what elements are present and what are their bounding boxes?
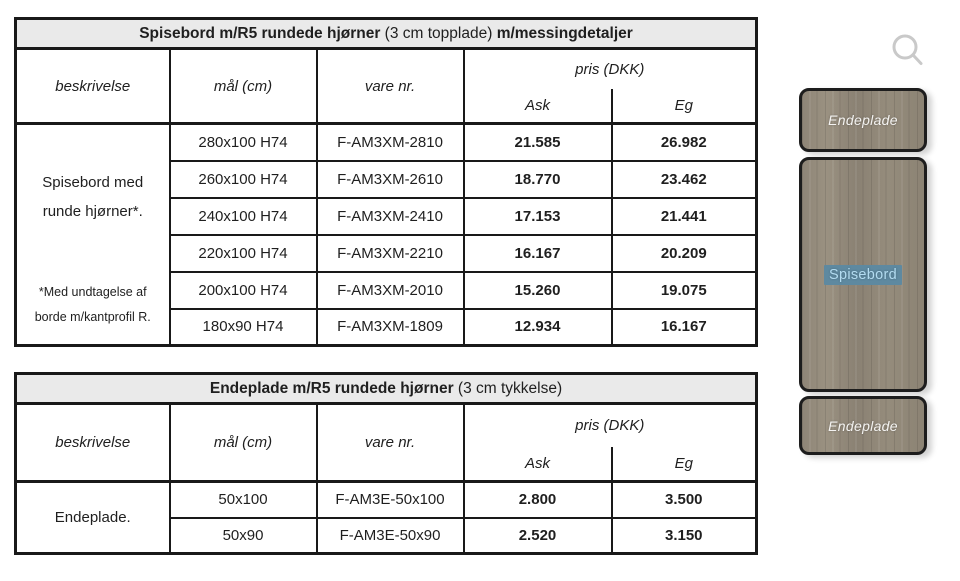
header-beskrivelse: beskrivelse [14,402,171,483]
table1-title-normal: (3 cm topplade) [380,24,497,42]
cell-price-ask: 18.770 [462,159,613,199]
table-row: 50x90 F-AM3E-50x90 2.520 3.150 [16,516,758,555]
table1-title-bold2: m/messingdetaljer [496,24,633,42]
cell-price-ask: 21.585 [462,122,613,162]
table-row: 260x100 H74 F-AM3XM-2610 18.770 23.462 [16,159,758,199]
table-row: 220x100 H74 F-AM3XM-2210 16.167 20.209 [16,233,758,273]
endeplade-bottom-label: Endeplade [828,417,898,434]
description-main: Spisebord med runde hjørner*. [42,174,144,220]
cell-price-eg: 3.500 [610,480,758,519]
cell-price-ask: 12.934 [462,307,613,347]
cell-maal: 260x100 H74 [168,159,318,199]
cell-price-eg: 16.167 [610,307,758,347]
endeplade-table: Endeplade m/R5 rundede hjørner (3 cm tyk… [14,372,759,555]
table-diagram: Endeplade Spisebord Endeplade [799,88,927,455]
table-row: Endeplade. 50x100 F-AM3E-50x100 2.800 3.… [14,480,758,555]
endeplade-price-table: Endeplade m/R5 rundede hjørner (3 cm tyk… [14,372,759,555]
cell-vare-nr: F-AM3XM-2210 [315,233,465,273]
price-subheader-row: Ask Eg [16,446,758,483]
table-title-row: Endeplade m/R5 rundede hjørner (3 cm tyk… [14,372,758,405]
spisebord-table: Spisebord m/R5 rundede hjørner (3 cm top… [14,17,759,347]
cell-price-ask: 15.260 [462,270,613,310]
cell-price-eg: 19.075 [610,270,758,310]
cell-vare-nr: F-AM3XM-2410 [315,196,465,236]
column-header-row: beskrivelse mål (cm) vare nr. pris (DKK) [14,402,758,483]
header-eg: Eg [610,88,758,125]
spisebord-panel: Spisebord [799,157,927,392]
cell-price-ask: 2.520 [462,516,613,555]
cell-vare-nr: F-AM3E-50x90 [315,516,465,555]
cell-maal: 280x100 H74 [168,122,318,162]
table1-title: Spisebord m/R5 rundede hjørner (3 cm top… [14,17,758,50]
cell-price-eg: 26.982 [610,122,758,162]
footnote-line-2: borde m/kantprofil R. [34,310,151,324]
table2-title-bold: Endeplade m/R5 rundede hjørner [209,379,454,397]
header-vare-nr: vare nr. [315,402,465,483]
table2-title-normal: (3 cm tykkelse) [453,379,563,397]
cell-vare-nr: F-AM3E-50x100 [315,480,465,519]
cell-vare-nr: F-AM3XM-2610 [315,159,465,199]
cell-price-eg: 23.462 [610,159,758,199]
cell-price-ask: 2.800 [462,480,613,519]
table-title-row: Spisebord m/R5 rundede hjørner (3 cm top… [14,17,758,50]
cell-maal: 50x90 [168,516,318,555]
search-icon[interactable] [888,31,926,76]
endeplade-top-panel: Endeplade [799,88,927,152]
table2-title: Endeplade m/R5 rundede hjørner (3 cm tyk… [14,372,758,405]
header-vare-nr: vare nr. [315,47,465,125]
cell-price-eg: 21.441 [610,196,758,236]
cell-vare-nr: F-AM3XM-1809 [315,307,465,347]
description-footnote: *Med undtagelse af borde m/kantprofil R. [18,280,168,330]
cell-vare-nr: F-AM3XM-2810 [315,122,465,162]
column-header-row: beskrivelse mål (cm) vare nr. pris (DKK) [14,47,758,125]
table-row: 180x90 H74 F-AM3XM-1809 12.934 16.167 [16,307,758,347]
cell-maal: 200x100 H74 [168,270,318,310]
description-cell: Endeplade. [14,480,171,555]
table-row: 240x100 H74 F-AM3XM-2410 17.153 21.441 [16,196,758,236]
cell-maal: 220x100 H74 [168,233,318,273]
cell-maal: 180x90 H74 [168,307,318,347]
description-cell: Spisebord med runde hjørner*. *Med undta… [14,122,171,347]
cell-price-eg: 20.209 [610,233,758,273]
endeplade-top-label: Endeplade [828,112,898,128]
table-row: Spisebord med runde hjørner*. *Med undta… [14,122,758,347]
cell-price-eg: 3.150 [610,516,758,555]
header-maal: mål (cm) [168,47,318,125]
table1-title-bold1: Spisebord m/R5 rundede hjørner [139,24,381,42]
cell-maal: 240x100 H74 [168,196,318,236]
cell-vare-nr: F-AM3XM-2010 [315,270,465,310]
header-beskrivelse: beskrivelse [14,47,171,125]
header-ask: Ask [462,446,613,483]
footnote-line-1: *Med undtagelse af [38,285,147,299]
endeplade-bottom-panel: Endeplade [799,396,927,455]
cell-price-ask: 16.167 [462,233,613,273]
header-ask: Ask [462,88,613,125]
spisebord-highlight-label: Spisebord [824,264,902,285]
header-pris-dkk: pris (DKK) [462,402,758,447]
table-row: 200x100 H74 F-AM3XM-2010 15.260 19.075 [16,270,758,310]
header-pris-dkk: pris (DKK) [462,47,758,89]
header-maal: mål (cm) [168,402,318,483]
header-eg: Eg [610,446,758,483]
cell-price-ask: 17.153 [462,196,613,236]
price-subheader-row: Ask Eg [16,88,758,125]
spisebord-price-table: Spisebord m/R5 rundede hjørner (3 cm top… [14,17,759,347]
cell-maal: 50x100 [168,480,318,519]
